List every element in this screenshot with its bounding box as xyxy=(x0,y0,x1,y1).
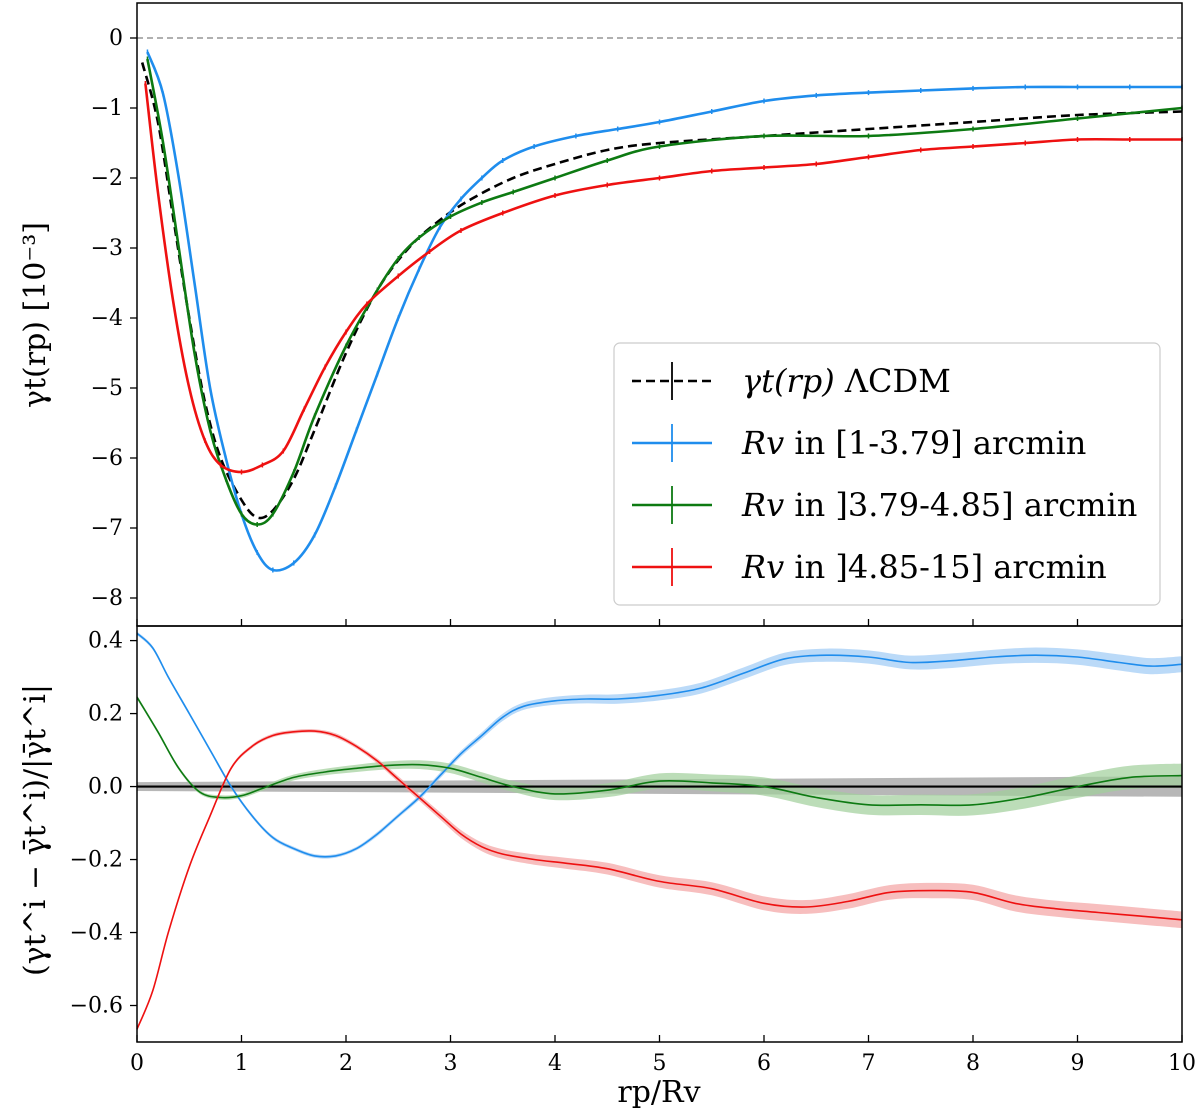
y-tick-label: −8 xyxy=(91,586,123,611)
top-lines xyxy=(140,49,1183,573)
y-tick-label: 0.2 xyxy=(88,702,123,727)
legend-items: γt(rp) ΛCDM Rv in [1-3.79] arcmin Rv in ]3… xyxy=(632,362,1137,586)
bottom-line-rv-middle xyxy=(136,696,1183,807)
y-tick-label: −0.2 xyxy=(70,848,123,873)
band-rv-small xyxy=(137,631,1182,859)
top-line-rv-middle xyxy=(146,58,1183,526)
legend-box xyxy=(613,342,1161,606)
legend-label-rv-large: Rv in ]4.85-15] arcmin xyxy=(741,548,1107,586)
bottom-axes-frame xyxy=(136,625,1183,1043)
x-tick-label: 8 xyxy=(966,1051,980,1076)
top-ticks: 0 −1 −2 −3 −4 −5 −6 −7 −8 xyxy=(91,26,1183,626)
y-tick-label: −1 xyxy=(91,96,123,121)
y-tick-label: −3 xyxy=(91,236,123,261)
y-tick-label: 0 xyxy=(109,26,123,51)
x-tick-label: 4 xyxy=(548,1051,562,1076)
x-tick-label: 3 xyxy=(444,1051,458,1076)
y-tick-label: −0.4 xyxy=(70,921,123,946)
bottom-bands xyxy=(137,631,1182,1032)
y-tick-label: −6 xyxy=(91,446,123,471)
x-tick-label: 6 xyxy=(757,1051,771,1076)
x-tick-label: 10 xyxy=(1168,1051,1196,1076)
legend-label-rv-middle: Rv in ]3.79-4.85] arcmin xyxy=(741,486,1137,524)
y-tick-label: −0.6 xyxy=(70,994,123,1019)
y-tick-label: −4 xyxy=(91,306,123,331)
x-tick-label: 9 xyxy=(1071,1051,1085,1076)
x-tick-label: 1 xyxy=(235,1051,249,1076)
legend-label-rv-small: Rv in [1-3.79] arcmin xyxy=(741,424,1086,462)
legend-label-cdm-mean: γt(rp) ΛCDM xyxy=(742,362,951,400)
y-tick-label: −7 xyxy=(91,516,123,541)
bottom-lines xyxy=(136,632,1183,1030)
x-tick-label: 0 xyxy=(130,1051,144,1076)
y-tick-label: 0.4 xyxy=(88,629,123,654)
x-tick-label: 7 xyxy=(862,1051,876,1076)
bottom-ticks: 0 1 2 3 4 5 6 7 8 9 10 0.4 0.2 0.0 −0.2 −0.4 −0.6 xyxy=(70,629,1196,1076)
x-tick-label: 5 xyxy=(653,1051,667,1076)
top-y-axis-label: γt(rp) [10⁻³] xyxy=(18,222,53,408)
band-rv-large xyxy=(137,729,1182,1032)
x-axis-label: rp/Rv xyxy=(617,1075,700,1110)
bottom-y-axis-label: (γt^i − γ̄t^i)/|γ̄t^i| xyxy=(18,684,53,976)
y-tick-label: −2 xyxy=(91,166,123,191)
bottom-line-rv-small xyxy=(136,632,1183,858)
y-tick-label: 0.0 xyxy=(88,775,123,800)
x-tick-label: 2 xyxy=(339,1051,353,1076)
legend: γt(rp) ΛCDM Rv in [1-3.79] arcmin Rv in ]3… xyxy=(613,342,1161,606)
y-tick-label: −5 xyxy=(91,376,123,401)
bottom-line-rv-large xyxy=(136,730,1183,1030)
